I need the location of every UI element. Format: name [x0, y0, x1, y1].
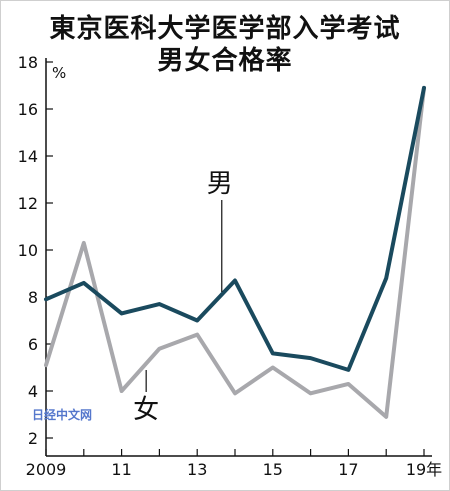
chart-title-line-1: 東京医科大学医学部入学考试 — [49, 14, 401, 44]
y-unit-label: % — [52, 64, 66, 82]
axes — [45, 58, 432, 457]
series-label-male: 男 — [207, 169, 233, 199]
x-tick-label: 2009 — [26, 460, 67, 479]
series-label-female: 女 — [133, 395, 159, 425]
y-tick-label: 4 — [28, 382, 38, 401]
y-ticks: 2 4 6 8 10 12 14 16 18 — [18, 53, 53, 448]
x-tick-label: 17 — [338, 460, 358, 479]
chart-title-line-2: 男女合格率 — [157, 46, 293, 76]
watermark-logo: 日经中文网 — [32, 407, 92, 422]
series-line-female — [44, 85, 426, 419]
y-tick-label: 10 — [18, 241, 38, 260]
y-tick-label: 6 — [28, 335, 38, 354]
x-tick-label: 13 — [187, 460, 207, 479]
series-line-male — [44, 85, 426, 372]
x-ticks: 2009 11 13 15 17 19年 — [26, 449, 442, 479]
y-tick-label: 12 — [18, 194, 38, 213]
series-labels: 男女 — [133, 169, 233, 425]
x-tick-label: 11 — [111, 460, 131, 479]
y-tick-label: 18 — [18, 53, 38, 72]
y-tick-label: 2 — [28, 429, 38, 448]
y-tick-label: 14 — [18, 147, 38, 166]
series-lines — [44, 85, 426, 419]
y-tick-label: 16 — [18, 100, 38, 119]
y-tick-label: 8 — [28, 288, 38, 307]
x-tick-label: 19年 — [406, 460, 442, 479]
x-tick-label: 15 — [263, 460, 283, 479]
